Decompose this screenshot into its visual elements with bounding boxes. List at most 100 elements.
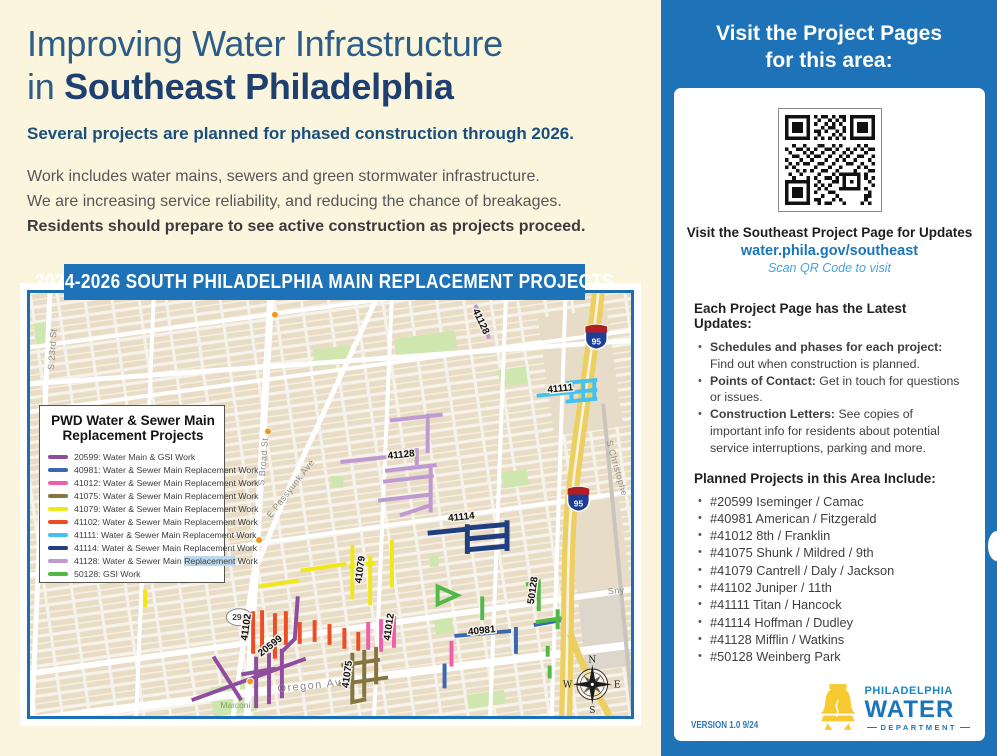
list-item: #20599 Iseminger / Camac [698, 493, 967, 511]
park-label-marconi: Marconi [220, 700, 250, 710]
project-line-41128 [340, 304, 492, 518]
updates-heading: Each Project Page has the Latest Updates… [694, 301, 907, 331]
list-item: #41012 8th / Franklin [698, 527, 967, 545]
page-title-line1: Improving Water Infrastructure [27, 23, 503, 64]
page-title-line2-bold: Southeast Philadelphia [64, 66, 454, 107]
legend-item-41102: 41102: Water & Sewer Main Replacement Wo… [48, 515, 258, 528]
compass-n: N [588, 656, 596, 666]
pwd-logo-text: PHILADELPHIA WATER DEPARTMENT [864, 685, 973, 732]
project-line-50128 [435, 579, 562, 679]
list-item: Points of Contact: Get in touch for ques… [698, 373, 967, 407]
map-title: 2024-2026 SOUTH PHILADELPHIA MAIN REPLAC… [35, 270, 614, 293]
street-label-broad: S Broad St [256, 437, 270, 486]
intro-paragraph: Work includes water mains, sewers and gr… [27, 164, 657, 239]
list-item: #41075 Shunk / Mildred / 9th [698, 544, 967, 562]
street-label-snyder: Sny [607, 585, 625, 597]
legend-swatch-20599 [48, 454, 68, 459]
legend-item-41111: 41111: Water & Sewer Main Replacement Wo… [48, 529, 257, 542]
map-label-41102: 41102 [239, 613, 254, 642]
legend-item-41114: 41114: Water & Sewer Main Replacement Wo… [48, 542, 257, 555]
qr-code-image [784, 115, 875, 205]
compass-rose: N E S W [563, 656, 620, 716]
page-subtitle: Several projects are planned for phased … [27, 124, 574, 143]
legend-item-41128: 41128: Water & Sewer Main Replacement Wo… [48, 555, 258, 568]
svg-text:95: 95 [574, 498, 584, 508]
version-label: VERSION 1.0 9/24 [691, 720, 759, 731]
card-footer: VERSION 1.0 9/24 PHILADELPHIA WATER DEPA… [691, 683, 973, 731]
map-title-banner: 2024-2026 SOUTH PHILADELPHIA MAIN REPLAC… [35, 264, 614, 300]
svg-text:291: 291 [232, 612, 246, 622]
list-item: #41102 Juniper / 11th [698, 579, 967, 597]
legend-item-41075: 41075: Water & Sewer Main Replacement Wo… [48, 489, 258, 502]
projects-list: #20599 Iseminger / Camac #40981 American… [694, 493, 967, 666]
list-item: #40981 American / Fitzgerald [698, 510, 967, 528]
page-curl [988, 531, 997, 561]
intro-line-3: Residents should prepare to see active c… [27, 218, 586, 235]
map-label-40981: 40981 [468, 624, 497, 638]
map-container: 95 95 291 S 23rd St S Broad St E Passyun… [27, 290, 634, 719]
legend-item-41012: 41012: Water & Sewer Main Replacement Wo… [48, 476, 258, 489]
legend-swatch-40981 [48, 467, 68, 472]
project-line-41012 [366, 616, 454, 667]
map-label-41111: 41111 [547, 382, 574, 396]
route-291-shield: 291 [225, 608, 253, 627]
selection-highlight: Replacement [184, 556, 236, 567]
svg-text:95: 95 [592, 336, 602, 346]
legend-swatch-41114 [48, 546, 68, 551]
updates-list: Schedules and phases for each project: F… [694, 339, 967, 457]
project-line-41075 [339, 646, 389, 705]
columbus-blvd-road [601, 403, 631, 716]
project-line-41111 [536, 378, 598, 404]
qr-code [777, 108, 882, 212]
sidebar-card: Visit the Southeast Project Page for Upd… [674, 88, 985, 741]
liberty-bell-icon [820, 684, 857, 730]
legend-swatch-41111 [48, 533, 68, 538]
list-item: Schedules and phases for each project: F… [698, 339, 967, 373]
compass-e: E [614, 680, 621, 690]
legend-swatch-41075 [48, 493, 68, 498]
page-title: Improving Water Infrastructure in Southe… [27, 22, 647, 108]
legend-swatch-41128 [48, 559, 68, 564]
legend-item-20599: 20599: Water Main & GSI Work [48, 450, 218, 463]
map-frame: 95 95 291 S 23rd St S Broad St E Passyun… [20, 283, 641, 726]
list-item: #41128 Mifflin / Watkins [698, 631, 967, 649]
sidebar-header: Visit the Project Pages for this area: [715, 22, 943, 72]
qr-caption: Visit the Southeast Project Page for Upd… [686, 225, 973, 240]
list-item: #41111 Titan / Hancock [698, 596, 967, 614]
map-label-41128: 41128 [387, 448, 416, 462]
project-page-url[interactable]: water.phila.gov/southeast [740, 243, 919, 259]
transit-stations [246, 310, 279, 686]
compass-s: S [589, 706, 595, 716]
page-title-line2-prefix: in [27, 66, 65, 107]
project-line-41079 [143, 540, 394, 608]
map-label-41114: 41114 [448, 511, 476, 525]
project-line-41114 [427, 520, 510, 554]
legend-swatch-41102 [48, 520, 68, 525]
legend-item-41079: 41079: Water & Sewer Main Replacement Wo… [48, 502, 258, 515]
updates-section: Each Project Page has the Latest Updates… [674, 301, 985, 666]
projects-heading: Planned Projects in this Area Include: [694, 470, 936, 486]
projects-map: 95 95 291 S 23rd St S Broad St E Passyun… [30, 293, 631, 716]
i95-shield: 95 [584, 323, 608, 351]
project-line-41102 [251, 610, 361, 659]
legend-swatch-50128 [48, 572, 68, 577]
pwd-logo: PHILADELPHIA WATER DEPARTMENT [817, 683, 973, 731]
list-item: Construction Letters: See copies of impo… [698, 406, 967, 456]
street-label-23rd: S 23rd St [46, 328, 59, 370]
compass-w: W [563, 680, 573, 690]
i95-shield: 95 [566, 485, 591, 513]
legend-title: PWD Water & Sewer Main Replacement Proje… [51, 413, 215, 443]
list-item: #41079 Cantrell / Daly / Jackson [698, 562, 967, 580]
intro-line-1: Work includes water mains, sewers and gr… [27, 168, 540, 185]
map-legend: PWD Water & Sewer Main Replacement Proje… [39, 405, 258, 583]
list-item: #50128 Weinberg Park [698, 648, 967, 666]
sidebar: Visit the Project Pages for this area: [661, 0, 997, 756]
list-item: #41114 Hoffman / Dudley [698, 614, 967, 632]
qr-scan-hint: Scan QR Code to visit [768, 261, 891, 275]
legend-swatch-41079 [48, 506, 68, 511]
intro-line-2: We are increasing service reliability, a… [27, 193, 562, 210]
legend-swatch-41012 [48, 480, 68, 485]
legend-item-40981: 40981: Water & Sewer Main Replacement Wo… [48, 463, 258, 476]
legend-item-50128: 50128: GSI Work [48, 568, 218, 581]
